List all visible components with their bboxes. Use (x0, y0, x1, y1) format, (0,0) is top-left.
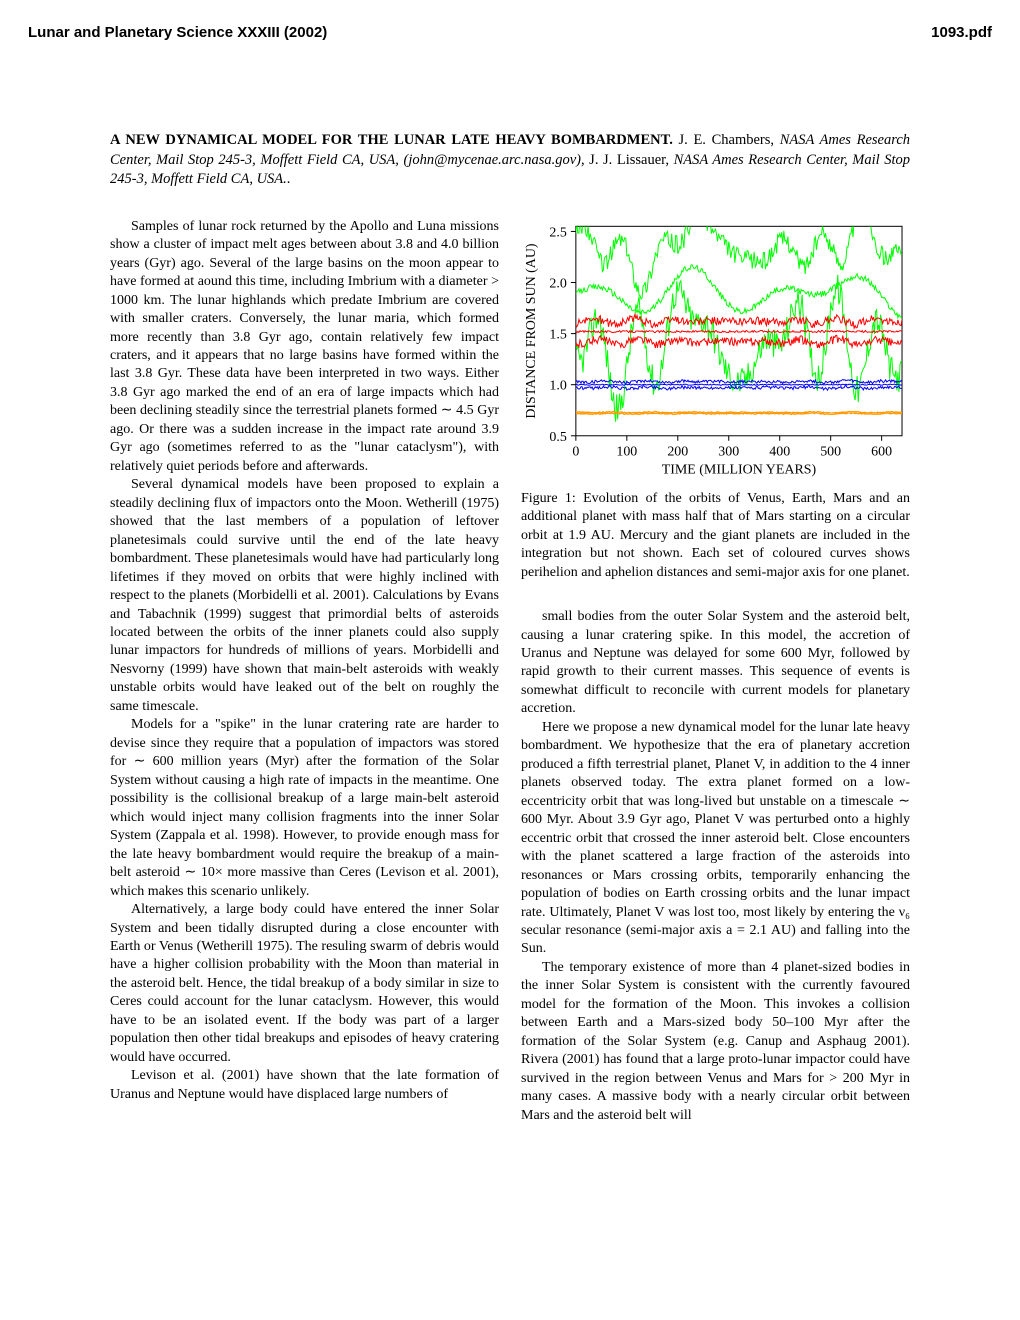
page-content: A NEW DYNAMICAL MODEL FOR THE LUNAR LATE… (0, 41, 1020, 1185)
svg-text:100: 100 (616, 444, 637, 459)
header-left: Lunar and Planetary Science XXXIII (2002… (28, 24, 327, 41)
title-block: A NEW DYNAMICAL MODEL FOR THE LUNAR LATE… (110, 131, 910, 190)
svg-text:500: 500 (820, 444, 841, 459)
header-bar: Lunar and Planetary Science XXXIII (2002… (0, 0, 1020, 41)
left-p3: Models for a "spike" in the lunar crater… (110, 716, 499, 901)
svg-text:600: 600 (871, 444, 892, 459)
right-p1: small bodies from the outer Solar System… (521, 608, 910, 719)
svg-text:400: 400 (769, 444, 790, 459)
left-p4: Alternatively, a large body could have e… (110, 901, 499, 1067)
orbit-evolution-chart: 0 100 200 300 400 500 600 0.5 1.0 1.5 2.0 2.5 TIME (… (521, 218, 910, 478)
svg-text:0: 0 (572, 444, 579, 459)
title-period: . (287, 171, 291, 187)
svg-text:300: 300 (718, 444, 739, 459)
right-p2: Here we propose a new dynamical model fo… (521, 719, 910, 959)
svg-text:DISTANCE FROM SUN (AU): DISTANCE FROM SUN (AU) (524, 243, 539, 419)
author-1: J. E. Chambers, (673, 132, 780, 148)
left-p5: Levison et al. (2001) have shown that th… (110, 1067, 499, 1104)
left-p2: Several dynamical models have been propo… (110, 476, 499, 716)
two-column-layout: Samples of lunar rock returned by the Ap… (110, 218, 910, 1125)
svg-text:2.5: 2.5 (549, 225, 566, 240)
left-p1: Samples of lunar rock returned by the Ap… (110, 218, 499, 477)
right-column: 0 100 200 300 400 500 600 0.5 1.0 1.5 2.0 2.5 TIME (… (521, 218, 910, 1125)
paper-title: A NEW DYNAMICAL MODEL FOR THE LUNAR LATE… (110, 132, 673, 148)
svg-text:2.0: 2.0 (549, 276, 566, 291)
left-column: Samples of lunar rock returned by the Ap… (110, 218, 499, 1125)
header-right: 1093.pdf (931, 24, 992, 41)
svg-text:1.0: 1.0 (549, 378, 566, 393)
svg-text:0.5: 0.5 (549, 429, 566, 444)
author-2: , J. J. Lissauer, (581, 152, 674, 168)
svg-text:1.5: 1.5 (549, 327, 566, 342)
svg-text:200: 200 (667, 444, 688, 459)
svg-text:TIME (MILLION YEARS): TIME (MILLION YEARS) (662, 462, 817, 477)
figure-1-caption: Figure 1: Evolution of the orbits of Ven… (521, 490, 910, 582)
figure-1: 0 100 200 300 400 500 600 0.5 1.0 1.5 2.0 2.5 TIME (… (521, 218, 910, 582)
right-p3: The temporary existence of more than 4 p… (521, 959, 910, 1125)
